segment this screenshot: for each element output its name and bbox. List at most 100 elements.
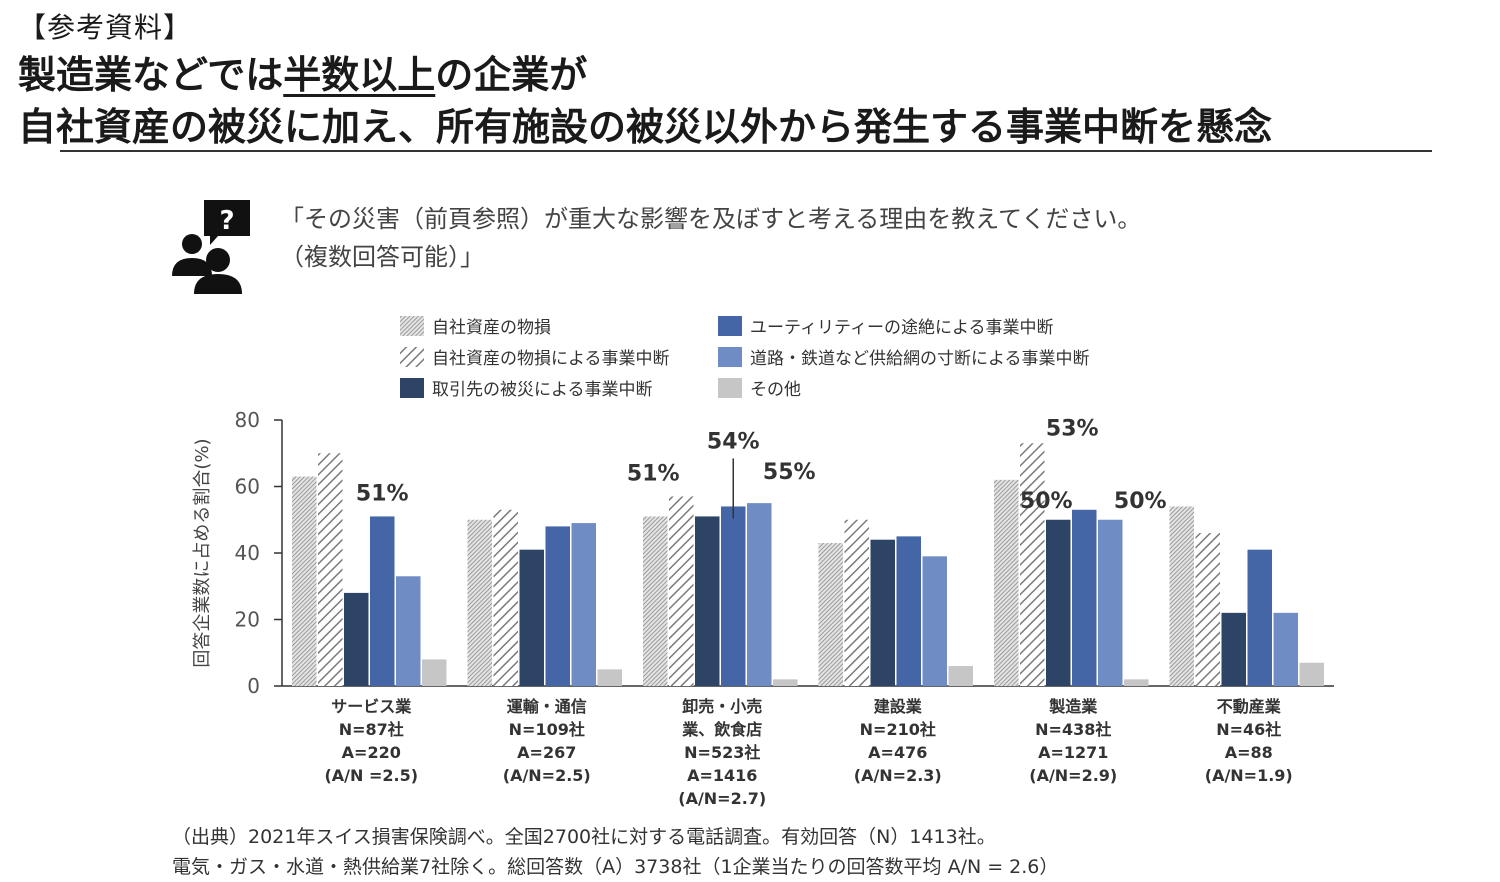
bar — [896, 536, 921, 686]
y-tick-label: 0 — [247, 674, 260, 698]
data-label: 54% — [707, 429, 760, 454]
bar — [1273, 612, 1298, 686]
title-line1-post: の企業が — [435, 53, 588, 97]
reference-tag: 【参考資料】 — [18, 11, 193, 44]
legend-label: ユーティリティーの途絶による事業中断 — [750, 318, 1053, 338]
category-label-line: 卸売・小売 — [682, 697, 762, 716]
category-label-line: N=87社 — [339, 720, 404, 739]
category-label-line: 建設業 — [874, 697, 923, 716]
bar — [1247, 549, 1272, 686]
legend-label: その他 — [750, 380, 801, 400]
bar — [467, 519, 492, 686]
bar — [344, 592, 369, 686]
bar — [1221, 612, 1246, 686]
title-line1-pre: 製造業などでは — [18, 53, 284, 97]
chart-axes: 0 20 40 60 80 回答企業数に占める割合(%) — [192, 408, 1334, 698]
legend-swatch — [718, 378, 742, 398]
bar — [545, 526, 570, 686]
category-label-line: A=88 — [1225, 743, 1273, 762]
legend-swatch — [718, 347, 742, 367]
category-label-line: (A/N=2.7) — [678, 789, 766, 808]
legend-label: 自社資産の物損 — [432, 318, 551, 338]
category-label-line: サービス業 — [331, 697, 412, 716]
y-tick-label: 80 — [235, 408, 260, 432]
bar — [571, 523, 596, 686]
category-label-line: (A/N=1.9) — [1205, 766, 1293, 785]
bar — [695, 516, 720, 686]
page-title-line1: 製造業などでは半数以上の企業が — [18, 44, 587, 99]
question-line2: （複数回答可能）」 — [280, 243, 484, 271]
category-label-line: 製造業 — [1048, 697, 1098, 716]
category-label-line: A=476 — [868, 743, 927, 762]
category-label-line: A=1416 — [687, 766, 757, 785]
data-label: 50% — [1114, 489, 1167, 514]
category-label-line: N=109社 — [509, 720, 585, 739]
category-label-line: 運輸・通信 — [507, 697, 587, 716]
bar — [1124, 679, 1149, 686]
bar — [922, 556, 947, 686]
chart-bars — [292, 443, 1324, 686]
bar — [597, 669, 622, 686]
category-label-line: (A/N=2.5) — [503, 766, 591, 785]
y-axis-label: 回答企業数に占める割合(%) — [192, 438, 213, 667]
bar — [519, 549, 544, 686]
source-line2: 電気・ガス・水道・熱供給業7社除く。総回答数（A）3738社（1企業当たりの回答… — [172, 856, 1059, 878]
svg-text:?: ? — [219, 206, 234, 236]
bar — [721, 506, 746, 686]
category-label-line: A=220 — [342, 743, 401, 762]
data-label: 51% — [627, 461, 680, 486]
bar — [1299, 662, 1324, 686]
category-label-line: 不動産業 — [1217, 697, 1282, 716]
legend-swatch — [400, 347, 424, 367]
data-label: 53% — [1046, 416, 1099, 441]
chart-category-labels: サービス業 N=87社 A=220 (A/N =2.5) 運輸・通信 N=109社 A=26… — [324, 697, 1292, 808]
bar — [1020, 443, 1045, 686]
source-note: （出典）2021年スイス損害保険調べ。全国2700社に対する電話調査。有効回答（… — [172, 822, 1058, 882]
bar — [747, 503, 772, 686]
category-label-line: A=267 — [517, 743, 576, 762]
bar — [292, 476, 317, 686]
bar — [1169, 506, 1194, 686]
legend-swatch — [718, 316, 742, 336]
category-label-line: N=438社 — [1035, 720, 1111, 739]
bar — [994, 479, 1019, 686]
bar — [948, 666, 973, 686]
bar — [643, 516, 668, 686]
title-divider — [60, 150, 1432, 152]
bar — [1072, 509, 1097, 686]
bar — [396, 576, 421, 686]
source-line1: （出典）2021年スイス損害保険調べ。全国2700社に対する電話調査。有効回答（… — [172, 826, 996, 848]
category-label-line: 業、飲食店 — [681, 720, 762, 739]
y-tick-label: 60 — [235, 475, 260, 499]
y-tick-label: 40 — [235, 541, 260, 565]
legend-swatch — [400, 378, 424, 398]
category-label-line: (A/N =2.5) — [324, 766, 418, 785]
bar — [318, 453, 343, 686]
category-label-line: N=523社 — [684, 743, 760, 762]
bar — [773, 679, 798, 686]
bar — [422, 659, 447, 686]
category-label-line: (A/N=2.3) — [854, 766, 942, 785]
legend-swatch — [400, 316, 424, 336]
legend-label: 自社資産の物損による事業中断 — [432, 349, 670, 369]
legend-label: 道路・鉄道など供給網の寸断による事業中断 — [750, 349, 1090, 369]
question-line1: 「その災害（前頁参照）が重大な影響を及ぼすと考える理由を教えてください。 — [280, 205, 1142, 233]
bar — [818, 543, 843, 686]
data-label: 50% — [1020, 489, 1073, 514]
data-label: 55% — [763, 460, 816, 485]
title-highlight: 半数以上 — [283, 53, 436, 97]
category-label-line: (A/N=2.9) — [1029, 766, 1117, 785]
bar — [1046, 519, 1071, 686]
category-label-line: N=210社 — [860, 720, 936, 739]
category-label-line: A=1271 — [1038, 743, 1108, 762]
data-label: 51% — [356, 481, 409, 506]
bar — [669, 496, 694, 686]
bar — [370, 516, 395, 686]
bar — [870, 539, 895, 686]
category-label-line: N=46社 — [1216, 720, 1281, 739]
bar — [1195, 533, 1220, 686]
bar — [844, 519, 869, 686]
chart-annotations: 51% 51% 54%55% 53% 50% 50% — [356, 416, 1167, 519]
